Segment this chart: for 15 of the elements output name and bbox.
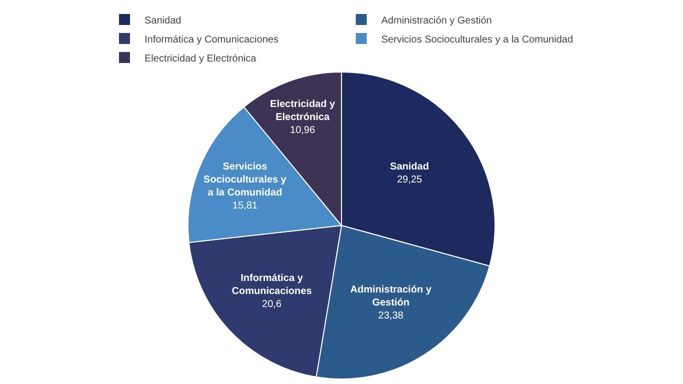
- data-label: 29,25: [396, 174, 422, 186]
- slice-label: Sanidad: [390, 162, 429, 173]
- data-label: 20,6: [262, 298, 282, 310]
- slice-label: Electricidad y Electrónica: [270, 98, 336, 123]
- legend-label: Servicios Socioculturales y a la Comunidad: [381, 34, 574, 46]
- legend-label: Administración y Gestión: [381, 15, 492, 26]
- slice-label: Servicios Socioculturales y a la Comunidad: [204, 161, 287, 198]
- legend-label: Electricidad y Electrónica: [144, 53, 257, 64]
- legend-label: Informática y Comunicaciones: [144, 34, 278, 46]
- data-label: 10,96: [290, 124, 316, 136]
- slice-label: Informática y Comunicaciones: [232, 272, 312, 297]
- data-label: 23,38: [378, 310, 404, 322]
- slice-label: Administración y Gestión: [350, 284, 432, 308]
- legend-label: Sanidad: [144, 15, 182, 26]
- data-label: 15,81: [232, 200, 258, 212]
